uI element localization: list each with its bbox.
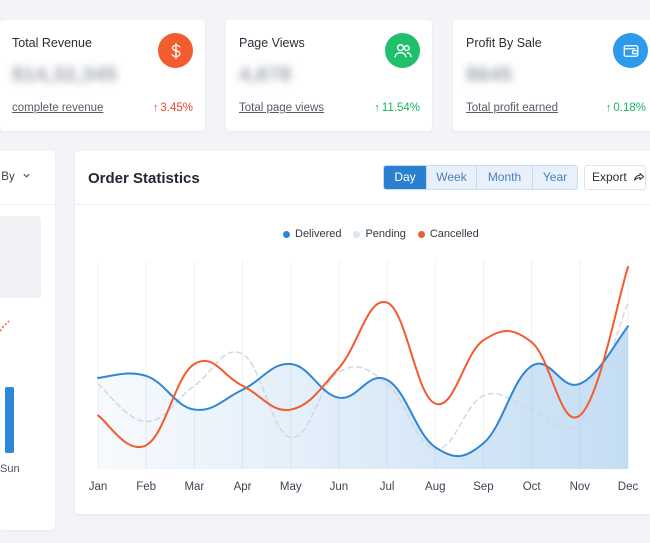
period-month-button[interactable]: Month [477,166,533,189]
share-arrow-icon [634,173,645,181]
export-label: Export [592,170,627,184]
stat-title: Total Revenue [12,36,92,50]
chart-legend: Delivered Pending Cancelled [283,228,479,240]
weekly-panel: Sort By Sun [0,151,55,530]
legend-label: Cancelled [429,228,479,240]
page-views-change: ↑ 11.54% [374,102,420,114]
x-tick-label-feb: Feb [136,481,156,493]
legend-marker [417,230,425,238]
stat-card-page-views: Page Views 4,678 Total page views ↑ 11.54… [226,20,432,131]
bar-sun [5,387,14,453]
legend-label: Pending [365,228,406,240]
profit-change: ↑ 0.18% [606,102,646,114]
complete-revenue-link[interactable]: complete revenue [12,102,104,114]
total-page-views-link[interactable]: Total page views [239,102,325,114]
series-line-pending [97,301,629,450]
stat-card-profit-by-sale: Profit By Sale $645 Total profit earned … [453,20,650,131]
x-tick-label-may: May [280,481,302,493]
x-tick-label-aug: Aug [425,481,445,493]
legend-label: Delivered [295,228,342,240]
stat-title: Page Views [239,36,305,50]
stat-card-total-revenue: Total Revenue $14,32,345 complete revenu… [0,20,205,131]
placeholder-block [0,216,41,298]
divider [0,204,55,205]
x-tick-label-mar: Mar [184,481,204,493]
trend-line-fragment [0,320,10,332]
stat-value: $14,32,345 [12,64,118,86]
stat-value: 4,678 [239,64,292,86]
export-button[interactable]: Export [584,165,646,190]
x-tick-label-apr: Apr [234,481,252,493]
x-tick-label-nov: Nov [570,481,591,493]
change-value: 11.54% [381,102,420,114]
arrow-up-icon: ↑ [152,102,159,114]
legend-item-pending[interactable]: Pending [353,228,406,240]
revenue-change: ↑ 3.45% [153,102,193,114]
order-statistics-card: Order Statistics Day Week Month Year Exp… [75,151,650,514]
series-area-delivered [98,326,628,469]
sort-by-label: Sort By [0,171,15,183]
x-tick-label-oct: Oct [523,481,542,493]
wallet-icon [613,33,648,68]
period-toggle: Day Week Month Year [383,165,578,190]
sort-by-dropdown[interactable]: Sort By [0,171,31,183]
change-value: 0.18% [613,102,646,114]
stat-title: Profit By Sale [466,36,542,50]
total-profit-earned-link[interactable]: Total profit earned [466,102,559,114]
card-title: Order Statistics [88,170,200,187]
day-label-sun: Sun [0,463,20,475]
x-tick-label-jan: Jan [89,481,108,493]
legend-marker [353,230,361,238]
arrow-up-icon: ↑ [374,102,380,114]
period-year-button[interactable]: Year [533,166,577,189]
change-value: 3.45% [160,102,193,114]
stat-value: $645 [466,64,513,86]
x-tick-label-dec: Dec [618,481,639,493]
arrow-up-icon: ↑ [605,102,612,114]
x-tick-label-sep: Sep [473,481,493,493]
x-tick-label-jul: Jul [380,481,395,493]
users-icon [385,33,420,68]
x-tick-label-jun: Jun [330,481,349,493]
series-line-delivered [97,325,629,458]
divider [75,204,650,205]
period-day-button[interactable]: Day [384,166,427,189]
legend-item-delivered[interactable]: Delivered [283,228,341,240]
chevron-down-icon [23,173,30,178]
dollar-icon [158,33,193,68]
legend-item-cancelled[interactable]: Cancelled [417,228,479,240]
period-week-button[interactable]: Week [427,166,477,189]
order-statistics-chart: Jan Feb Mar Apr May Jun Jul Aug Sep Oct Nov Dec [89,261,639,493]
series-line-cancelled [97,265,629,449]
legend-marker [283,230,290,238]
